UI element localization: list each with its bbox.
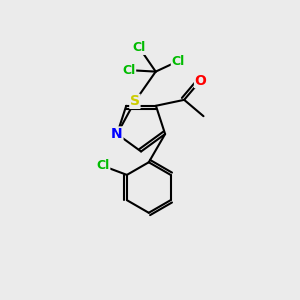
Text: Cl: Cl [97, 160, 110, 172]
Text: N: N [111, 127, 123, 141]
Text: Cl: Cl [133, 41, 146, 54]
Text: O: O [195, 74, 206, 88]
Text: Cl: Cl [122, 64, 136, 76]
Text: S: S [130, 94, 140, 108]
Text: Cl: Cl [171, 55, 184, 68]
